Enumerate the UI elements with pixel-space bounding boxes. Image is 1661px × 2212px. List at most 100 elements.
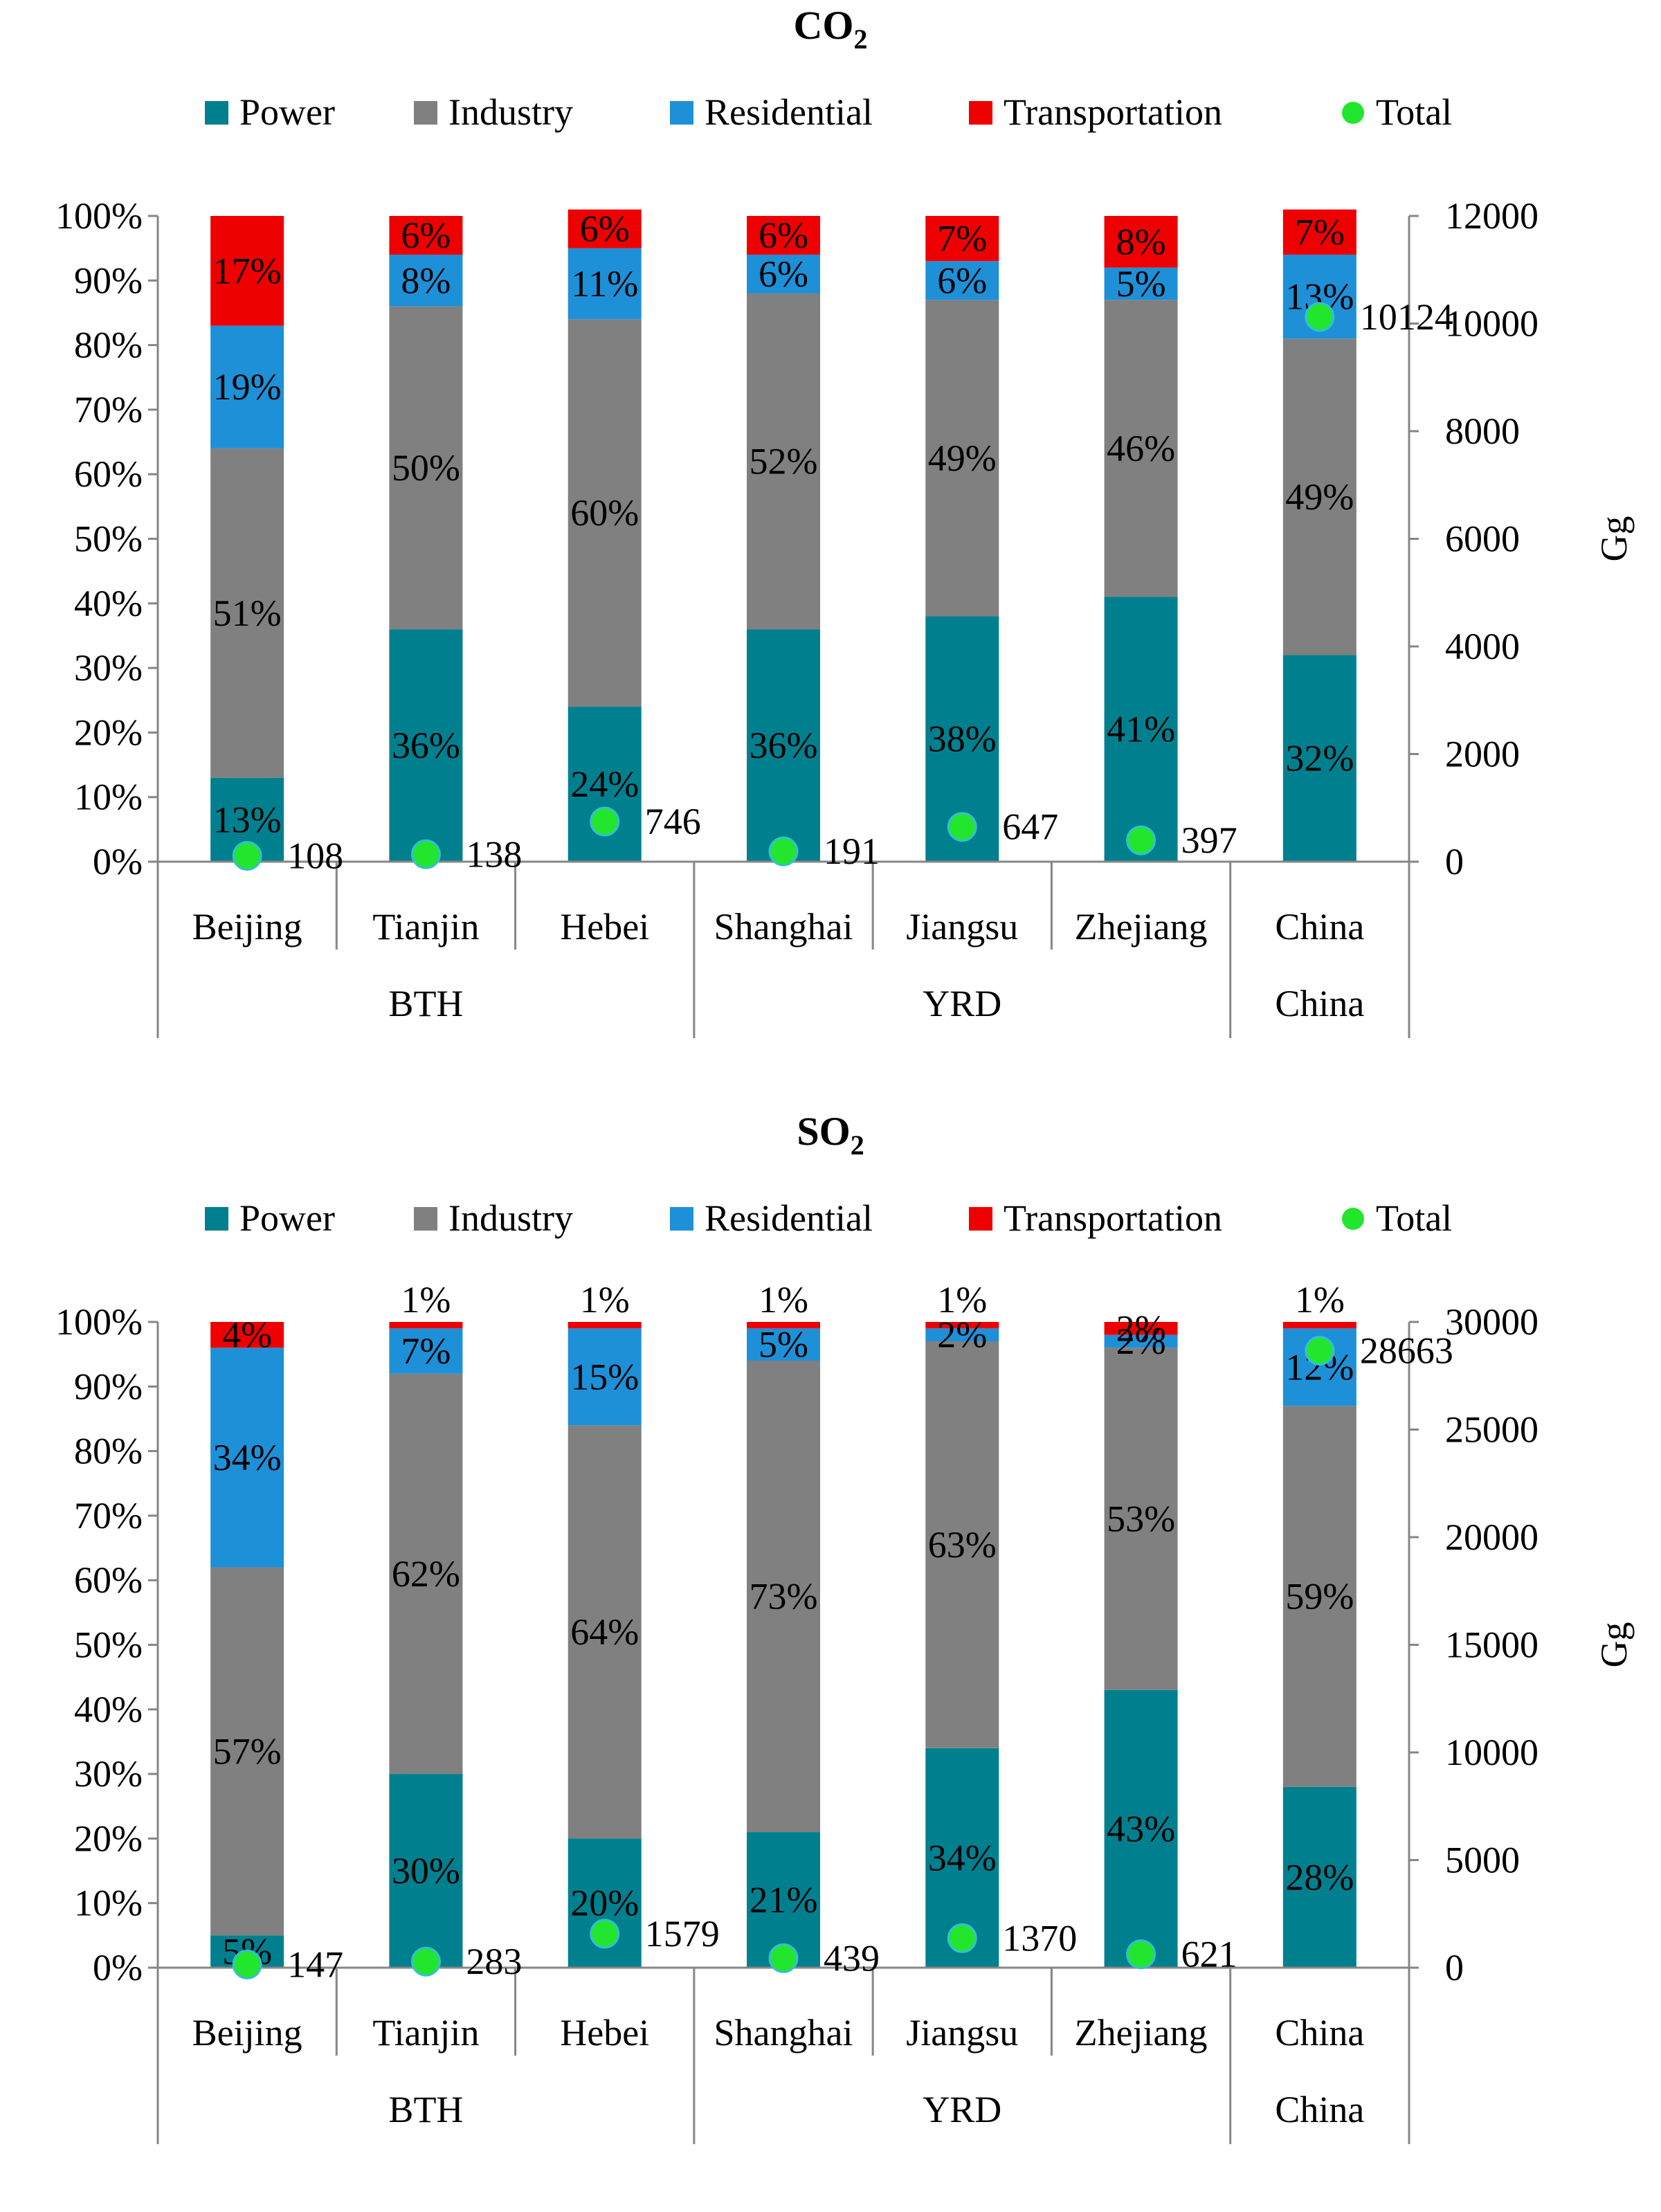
co2-label-industry-zhejiang: 46% xyxy=(1107,428,1175,469)
so2-y-tick-label: 70% xyxy=(74,1495,143,1536)
so2-bar-residential-beijing xyxy=(210,1348,284,1568)
co2-bar-power-zhejiang xyxy=(1104,597,1178,862)
co2-y2-tick-label: 0 xyxy=(1445,841,1464,882)
co2-bar-power-china xyxy=(1282,655,1356,862)
so2-y-tick-label: 40% xyxy=(74,1689,143,1730)
so2-total-label-tianjin: 283 xyxy=(466,1941,522,1982)
co2-legend-label-power: Power xyxy=(239,91,335,133)
co2-bar-residential-zhejiang xyxy=(1104,267,1178,300)
so2-chart-title: SO2 xyxy=(797,1109,864,1161)
so2-legend-swatch-power xyxy=(205,1207,228,1231)
so2-y-tick-label: 80% xyxy=(74,1431,143,1472)
so2-label-transportation-jiangsu: 1% xyxy=(937,1279,987,1321)
so2-legend-item-power: Power xyxy=(205,1197,335,1239)
co2-total-label-jiangsu: 647 xyxy=(1002,806,1058,848)
co2-legend-swatch-residential xyxy=(670,101,693,125)
co2-label-transportation-china: 7% xyxy=(1295,211,1345,253)
co2-y-tick-label: 20% xyxy=(74,711,143,753)
co2-total-dot-hebei xyxy=(590,806,620,837)
co2-chart-svg: CO2 Power Industry Residential Transportatio… xyxy=(55,3,1635,1038)
co2-y2-axis: 0 2000 4000 6000 8000 10000 12000 Gg xyxy=(1408,195,1635,882)
so2-bar-industry-hebei xyxy=(568,1425,642,1839)
co2-label-transportation-tianjin: 6% xyxy=(401,215,451,256)
so2-total-dot-shanghai xyxy=(768,1943,799,1973)
so2-legend-swatch-industry xyxy=(414,1207,437,1231)
co2-label-industry-tianjin: 50% xyxy=(392,447,460,489)
so2-bar-transportation-zhejiang xyxy=(1104,1322,1178,1335)
co2-legend-swatch-power xyxy=(205,101,228,125)
so2-y-tick-label: 50% xyxy=(74,1624,143,1666)
so2-label-residential-tianjin: 7% xyxy=(401,1330,451,1372)
so2-category-label: Shanghai xyxy=(714,2012,853,2054)
so2-label-industry-china: 59% xyxy=(1285,1576,1354,1617)
so2-bar-industry-beijing xyxy=(210,1567,284,1936)
co2-total-dot-tianjin xyxy=(410,839,441,869)
so2-legend-swatch-transportation xyxy=(969,1207,992,1231)
co2-bar-residential-hebei xyxy=(568,248,642,320)
so2-total-label-china: 28663 xyxy=(1360,1330,1453,1372)
co2-legend-item-total: Total xyxy=(1342,91,1452,133)
so2-y2-tick-label: 20000 xyxy=(1445,1516,1539,1558)
so2-y2-axis: 0 5000 10000 15000 20000 25000 30000 Gg xyxy=(1408,1301,1635,1988)
co2-label-residential-beijing: 19% xyxy=(213,366,282,408)
so2-label-transportation-shanghai: 1% xyxy=(759,1279,808,1321)
co2-bar-residential-tianjin xyxy=(389,254,463,307)
so2-label-power-hebei: 20% xyxy=(570,1883,639,1924)
so2-total-dot-jiangsu xyxy=(947,1923,977,1953)
co2-legend-item-residential: Residential xyxy=(670,91,873,133)
co2-bar-industry-jiangsu xyxy=(925,300,999,617)
so2-group-label: YRD xyxy=(923,2089,1001,2130)
so2-label-residential-shanghai: 5% xyxy=(759,1324,808,1366)
co2-total-label-zhejiang: 397 xyxy=(1181,819,1237,861)
so2-label-residential-hebei: 15% xyxy=(570,1356,639,1397)
so2-chart-svg: SO2 Power Industry Residential Transportatio… xyxy=(55,1109,1635,2144)
co2-label-industry-hebei: 60% xyxy=(570,492,639,534)
co2-label-transportation-hebei: 6% xyxy=(580,208,630,250)
co2-total-label-beijing: 108 xyxy=(287,835,343,877)
co2-label-power-beijing: 13% xyxy=(213,799,282,840)
co2-bar-industry-shanghai xyxy=(747,293,820,630)
co2-total-dot-zhejiang xyxy=(1126,825,1156,855)
co2-bar-residential-shanghai xyxy=(747,254,820,293)
co2-legend-swatch-transportation xyxy=(969,101,992,125)
co2-bar-transportation-shanghai xyxy=(747,216,820,255)
co2-title-sub: 2 xyxy=(854,24,868,55)
co2-bar-industry-beijing xyxy=(210,448,284,778)
so2-legend-item-total: Total xyxy=(1342,1197,1452,1239)
so2-bar-residential-hebei xyxy=(568,1328,642,1426)
so2-y2-axis-label: Gg xyxy=(1593,1622,1635,1668)
co2-total-label-tianjin: 138 xyxy=(466,833,522,875)
co2-label-power-zhejiang: 41% xyxy=(1107,709,1175,750)
co2-label-transportation-zhejiang: 8% xyxy=(1116,221,1166,262)
so2-legend: Power Industry Residential Transportation To… xyxy=(205,1197,1452,1239)
so2-category-label: Zhejiang xyxy=(1075,2012,1208,2054)
so2-total-dot-tianjin xyxy=(410,1946,441,1977)
co2-label-power-hebei: 24% xyxy=(570,763,639,805)
so2-data-labels: 5%57%34%4%30%62%7%1%20%64%15%1%21%73%5%1… xyxy=(213,1279,1354,1973)
so2-label-residential-jiangsu: 2% xyxy=(937,1314,987,1356)
co2-total-dot-shanghai xyxy=(768,836,799,867)
co2-total-label-shanghai: 191 xyxy=(824,831,880,872)
so2-y-tick-label: 60% xyxy=(74,1559,143,1601)
so2-total-dot-beijing xyxy=(232,1949,262,1979)
co2-y-tick-label: 100% xyxy=(55,195,143,237)
so2-label-transportation-tianjin: 1% xyxy=(401,1279,451,1321)
so2-bar-power-zhejiang xyxy=(1104,1689,1178,1968)
co2-legend-label-transportation: Transportation xyxy=(1004,91,1222,133)
so2-bar-transportation-beijing xyxy=(210,1322,284,1348)
co2-total-label-hebei: 746 xyxy=(645,801,701,842)
so2-label-industry-shanghai: 73% xyxy=(750,1576,818,1617)
so2-label-power-china: 28% xyxy=(1285,1856,1354,1898)
co2-bar-power-shanghai xyxy=(747,629,820,862)
co2-y2-tick-label: 12000 xyxy=(1445,195,1539,237)
co2-y2-tick-label: 10000 xyxy=(1445,303,1539,345)
so2-bar-power-tianjin xyxy=(389,1774,463,1968)
so2-label-industry-hebei: 64% xyxy=(570,1611,639,1653)
so2-label-transportation-hebei: 1% xyxy=(580,1279,630,1321)
so2-label-power-jiangsu: 34% xyxy=(928,1837,997,1878)
co2-bar-transportation-china xyxy=(1282,209,1356,255)
co2-y-tick-label: 80% xyxy=(74,325,143,366)
co2-bar-industry-china xyxy=(1282,338,1356,655)
so2-label-power-zhejiang: 43% xyxy=(1107,1808,1175,1849)
co2-label-power-tianjin: 36% xyxy=(392,725,460,766)
